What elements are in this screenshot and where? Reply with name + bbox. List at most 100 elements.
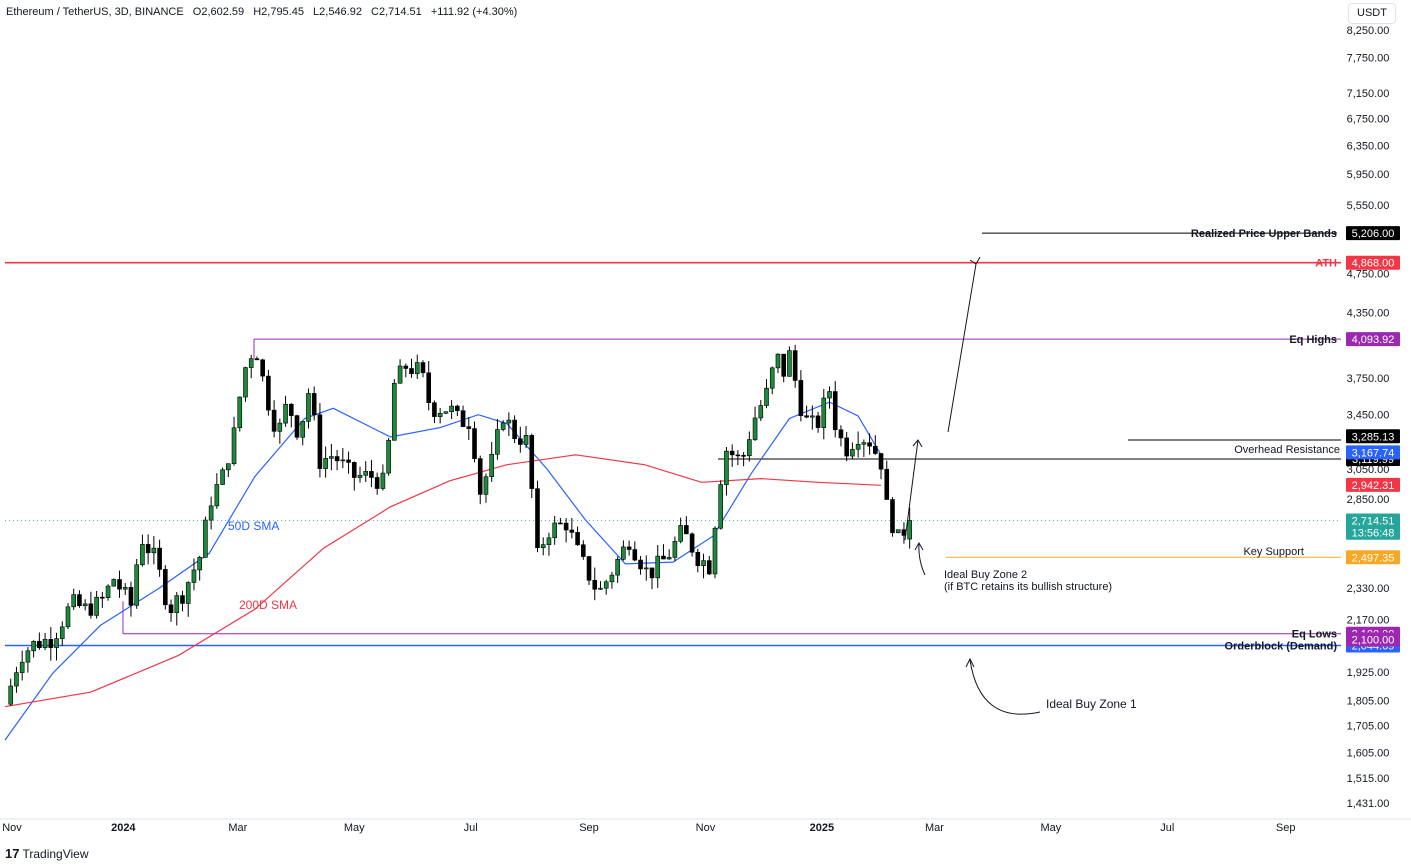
candle-body [609, 574, 615, 583]
candle-body [626, 546, 632, 550]
candle-body [426, 372, 432, 404]
zone2-subtitle: (if BTC retains its bullish structure) [944, 581, 1112, 593]
axis-badge [1346, 477, 1400, 492]
candle-body [472, 428, 477, 459]
candle-body [134, 564, 139, 606]
candle-body [357, 474, 363, 478]
candle-body [718, 484, 724, 529]
candle-body [42, 639, 48, 649]
axis-badge [1346, 513, 1400, 528]
ohlc-low: L2,546.92 [313, 6, 362, 18]
tradingview-brand[interactable]: 17 TradingView [5, 846, 89, 861]
candle-body [580, 544, 586, 557]
candle-body [403, 365, 409, 369]
candle-body [575, 532, 580, 546]
candle-body [420, 362, 426, 374]
price-badge [1346, 226, 1400, 241]
target-arrowhead [969, 256, 981, 265]
candle-body [546, 537, 552, 545]
level-label: ATH [1315, 258, 1337, 270]
candle-body [815, 415, 821, 428]
target-arrow [947, 263, 977, 433]
candle-body [741, 455, 746, 457]
candle-body [100, 596, 105, 599]
y-tick-label: 5,950.00 [1347, 169, 1390, 181]
candle-body [512, 419, 517, 440]
x-tick-label: May [1041, 822, 1062, 834]
candle-body [529, 434, 535, 489]
candle-body [592, 580, 598, 590]
candle-body [804, 415, 809, 418]
price-axis[interactable]: 8,250.00 7,750.00 7,150.00 6,750.00 6,350.00… [1346, 25, 1400, 810]
candle-body [392, 382, 397, 441]
level-lines [5, 232, 1341, 647]
candle-body [334, 456, 340, 462]
candle-body [850, 448, 855, 457]
x-tick-label: Nov [2, 822, 22, 834]
candle-body [895, 529, 901, 534]
candle-body [397, 365, 403, 384]
candle-body [197, 557, 202, 571]
candle-body [351, 462, 357, 478]
symbol-header[interactable]: Ethereum / TetherUS, 3D, BINANCE O2,602.… [6, 6, 523, 18]
currency-button[interactable]: USDT [1348, 3, 1396, 24]
candle-body [409, 368, 414, 375]
candle-body [185, 582, 191, 604]
candle-body [59, 626, 65, 639]
y-tick-label: 5,550.00 [1347, 200, 1390, 212]
candle-body [907, 520, 912, 540]
axis-badge-text: 2,100.00 [1352, 634, 1395, 646]
sma50-label: 50D SMA [228, 519, 279, 533]
price-badge-text: 4,093.92 [1352, 334, 1395, 346]
candle-body [523, 434, 529, 445]
candle-body [769, 367, 775, 389]
axis-badge-text: 2,714.51 [1352, 515, 1395, 527]
annotation-labels: Realized Price Upper Bands ATH Eq Highs Ove… [228, 228, 1340, 711]
x-tick-label: Jul [464, 822, 478, 834]
zone2-arrowhead [914, 541, 924, 551]
candle-body [787, 350, 792, 377]
candle-body [781, 353, 787, 377]
candle-body [174, 595, 180, 613]
symbol-name[interactable]: Ethereum / TetherUS, 3D, BINANCE [6, 6, 184, 18]
candle-body [873, 445, 878, 454]
candle-body [243, 367, 248, 398]
candle-body [208, 505, 214, 521]
y-tick-label: 1,705.00 [1347, 721, 1390, 733]
candle-body [506, 419, 512, 424]
level-label: Key Support [1243, 546, 1304, 558]
candle-body [810, 415, 815, 418]
candle-body [380, 472, 386, 489]
axis-badge-text: 3,167.74 [1352, 447, 1395, 459]
candle-body [82, 603, 88, 607]
candle-body [163, 569, 168, 606]
candle-body [168, 604, 174, 613]
candle-body [884, 468, 890, 500]
candle-body [798, 380, 804, 416]
candle-body [225, 463, 231, 471]
candle-body [535, 488, 540, 549]
candle-body [317, 414, 323, 469]
price-badge-text: 4,868.00 [1352, 258, 1395, 270]
candle-body [94, 596, 99, 616]
candle-body [14, 672, 19, 687]
y-tick-label: 7,750.00 [1347, 53, 1390, 65]
candle-body [890, 499, 895, 534]
candle-body [638, 559, 643, 570]
candle-body [844, 437, 849, 457]
candle-body [214, 484, 220, 507]
brand-name: TradingView [22, 847, 89, 861]
candle-body [8, 685, 14, 705]
x-tick-label: Mar [925, 822, 944, 834]
candle-body [237, 396, 243, 429]
x-tick-label: Jul [1160, 822, 1174, 834]
ohlc-high: H2,795.45 [253, 6, 304, 18]
zone1-arrowhead [965, 657, 975, 668]
candle-body [88, 603, 94, 616]
ohlc-close: C2,714.51 [371, 6, 422, 18]
candle-body [706, 560, 712, 575]
time-axis[interactable]: Nov 2024 Mar May Jul Sep Nov 2025 Mar May Jul Sep [2, 822, 1295, 834]
candle-body [306, 393, 311, 422]
